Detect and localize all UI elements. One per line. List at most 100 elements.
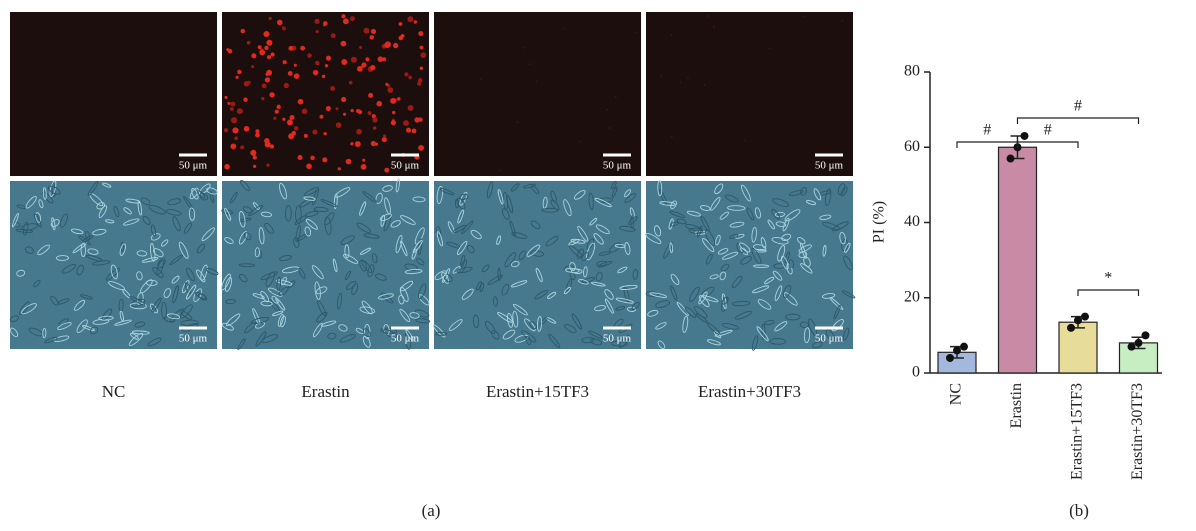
cell-signal [241,29,245,33]
cell-signal [372,117,377,122]
cell-signal [480,78,482,80]
cell-signal [253,155,257,159]
cell-signal [243,98,247,102]
cell-signal [336,122,342,128]
cell-signal [273,117,276,120]
cell-signal [349,81,353,85]
cell-signal [351,57,357,63]
significance-label: * [1104,270,1112,287]
cell-signal [704,84,706,86]
cell-signal [357,66,363,72]
scale-bar-label: 50 μm [179,333,208,345]
figure: (a) (b) PI (%) 50 μm50 μmNC50 μm50 μmEra… [0,0,1196,526]
x-tick-label: Erastin+30TF3 [1129,383,1146,480]
cell-signal [266,40,272,46]
fluorescence-image [646,12,853,176]
cell-signal [404,72,408,76]
cell-signal [247,81,250,84]
cell-signal [322,157,327,162]
data-point [946,354,954,362]
cell-signal [499,169,501,171]
cell-signal [338,167,341,170]
image-caption: NC [102,382,126,401]
cell-signal [287,119,293,125]
cell-signal [383,134,386,137]
cell-signal [228,49,232,53]
cell-signal [227,102,230,105]
cell-signal [365,57,369,61]
cell-signal [420,52,426,58]
scale-bar-label: 50 μm [603,333,632,345]
cell-signal [384,168,389,173]
cell-signal [403,120,409,126]
y-tick-label: 0 [912,364,920,381]
cell-signal [407,16,413,22]
cell-signal [350,16,355,21]
y-tick-label: 40 [904,213,920,230]
data-point [1021,132,1029,140]
y-tick-label: 80 [904,63,920,80]
cell-signal [300,46,305,51]
cell-signal [239,109,243,113]
cell-signal [290,115,295,120]
cell-signal [399,36,404,41]
cell-signal [356,129,362,135]
bar [1059,322,1097,373]
cell-signal [255,129,259,133]
scale-bar-label: 50 μm [815,333,844,345]
cell-signal [265,77,270,82]
cell-signal [326,106,331,111]
fluorescence-image [10,12,217,176]
cell-signal [343,18,349,24]
cell-signal [615,96,617,98]
cell-signal [277,20,283,26]
panel-label: (a) [422,501,441,520]
cell-signal [707,15,709,17]
cell-signal [251,65,254,68]
cell-signal [230,102,235,107]
cell-signal [251,53,256,58]
cell-signal [224,164,230,170]
cell-signal [369,35,374,40]
cell-signal [294,126,299,131]
cell-signal [371,29,376,34]
data-point [1128,343,1136,351]
cell-signal [232,127,238,133]
cell-signal [270,52,274,56]
cell-signal [253,165,256,168]
cell-signal [382,137,387,142]
cell-signal [306,163,312,169]
cell-signal [240,145,244,149]
cell-signal [269,17,272,20]
cell-signal [326,56,331,61]
cell-signal [235,76,238,79]
cell-signal [418,117,422,121]
cell-signal [224,96,227,99]
fluorescence-image [434,12,641,176]
x-tick-label: Erastin [1008,383,1025,428]
cell-signal [288,71,293,76]
x-tick-label: NC [948,383,965,405]
cell-signal [414,20,417,23]
cell-signal [350,142,353,145]
cell-signal [364,28,370,34]
cell-signal [392,111,395,114]
cell-signal [247,41,251,45]
cell-signal [230,143,236,149]
cell-signal [579,141,581,143]
y-tick-label: 20 [904,288,920,305]
cell-signal [679,81,681,83]
cell-signal [670,34,672,36]
significance-label: # [1074,98,1082,115]
cell-signal [231,117,237,123]
cell-signal [258,45,262,49]
cell-signal [375,143,378,146]
cell-signal [373,126,377,130]
cell-signal [713,26,715,28]
data-point [953,346,961,354]
cell-signal [384,42,390,48]
cell-signal [376,101,382,107]
cell-signal [340,41,346,47]
cell-signal [397,97,401,101]
cell-signal [294,73,300,79]
